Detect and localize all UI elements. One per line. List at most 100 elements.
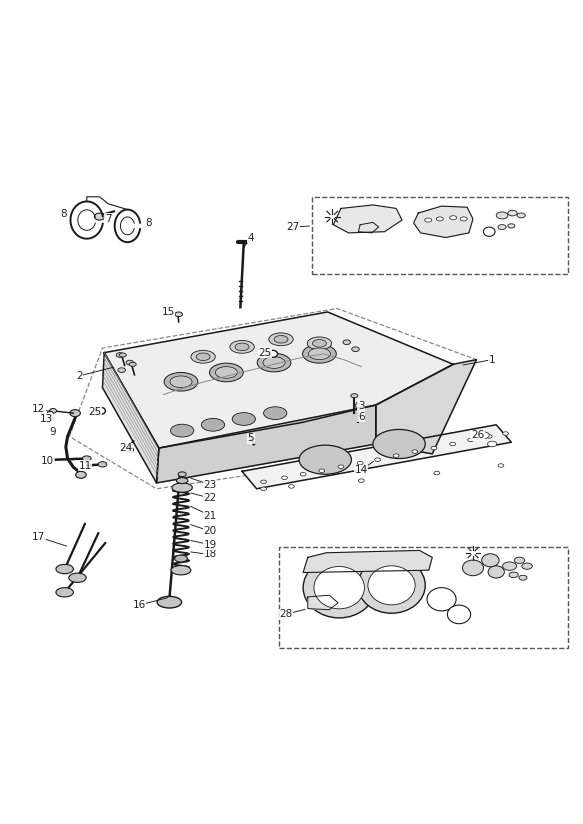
Ellipse shape	[116, 353, 124, 358]
Ellipse shape	[359, 479, 364, 482]
Ellipse shape	[498, 464, 504, 467]
Text: 3: 3	[358, 401, 364, 411]
Ellipse shape	[264, 407, 287, 419]
Ellipse shape	[230, 340, 254, 353]
Text: 20: 20	[203, 527, 217, 536]
Text: 1: 1	[489, 354, 496, 365]
Ellipse shape	[50, 409, 57, 413]
Text: 11: 11	[78, 461, 92, 471]
Ellipse shape	[307, 337, 332, 349]
Text: 26: 26	[471, 430, 484, 440]
Text: 2: 2	[76, 371, 83, 381]
Ellipse shape	[412, 450, 417, 453]
Ellipse shape	[170, 424, 194, 437]
Ellipse shape	[69, 574, 86, 583]
Ellipse shape	[269, 333, 293, 346]
Ellipse shape	[514, 557, 525, 564]
Ellipse shape	[338, 465, 344, 468]
Text: 8: 8	[146, 218, 152, 228]
Ellipse shape	[201, 419, 224, 431]
Ellipse shape	[355, 404, 362, 408]
Text: 10: 10	[41, 456, 54, 466]
Text: 24: 24	[119, 443, 132, 453]
Ellipse shape	[358, 557, 425, 613]
Ellipse shape	[357, 461, 363, 465]
Ellipse shape	[308, 348, 331, 359]
Ellipse shape	[172, 483, 192, 492]
Ellipse shape	[482, 554, 499, 567]
Ellipse shape	[56, 564, 73, 574]
Polygon shape	[376, 359, 476, 454]
Ellipse shape	[47, 411, 53, 415]
Polygon shape	[157, 405, 376, 483]
Ellipse shape	[176, 478, 188, 484]
Text: 15: 15	[161, 307, 175, 317]
Ellipse shape	[126, 447, 134, 452]
Ellipse shape	[434, 471, 440, 475]
Ellipse shape	[261, 480, 266, 484]
Ellipse shape	[174, 555, 187, 562]
Text: 16: 16	[132, 600, 146, 610]
Ellipse shape	[496, 212, 508, 219]
Ellipse shape	[96, 407, 106, 414]
Ellipse shape	[94, 213, 105, 220]
Polygon shape	[413, 206, 473, 237]
Ellipse shape	[129, 363, 136, 367]
Ellipse shape	[268, 350, 278, 358]
Ellipse shape	[76, 471, 86, 478]
Ellipse shape	[170, 376, 192, 387]
Ellipse shape	[300, 472, 306, 476]
Ellipse shape	[343, 339, 350, 344]
Ellipse shape	[508, 224, 515, 228]
Text: 25: 25	[259, 348, 272, 358]
Ellipse shape	[486, 435, 492, 438]
Ellipse shape	[477, 432, 489, 438]
Ellipse shape	[235, 343, 249, 351]
Ellipse shape	[427, 588, 456, 611]
Ellipse shape	[157, 597, 181, 608]
Polygon shape	[359, 222, 379, 233]
Text: 13: 13	[40, 414, 52, 424]
Text: 17: 17	[32, 532, 45, 542]
Ellipse shape	[488, 566, 504, 578]
Polygon shape	[308, 595, 338, 610]
Ellipse shape	[394, 454, 399, 457]
Polygon shape	[103, 353, 159, 483]
Polygon shape	[333, 205, 402, 233]
Ellipse shape	[175, 312, 182, 316]
Ellipse shape	[314, 566, 364, 609]
Ellipse shape	[196, 353, 210, 361]
Text: 19: 19	[203, 540, 217, 550]
Ellipse shape	[503, 562, 517, 570]
Text: 4: 4	[247, 232, 254, 242]
Ellipse shape	[118, 368, 125, 372]
Ellipse shape	[517, 213, 525, 218]
Ellipse shape	[468, 438, 473, 442]
Ellipse shape	[209, 363, 243, 382]
Ellipse shape	[178, 472, 186, 476]
Ellipse shape	[522, 563, 532, 569]
Ellipse shape	[215, 367, 237, 378]
Ellipse shape	[232, 413, 255, 425]
Ellipse shape	[449, 216, 456, 220]
Ellipse shape	[368, 566, 415, 605]
Ellipse shape	[503, 432, 508, 435]
Text: 23: 23	[203, 480, 217, 489]
Ellipse shape	[274, 335, 288, 343]
Ellipse shape	[351, 394, 358, 398]
Ellipse shape	[56, 588, 73, 597]
Ellipse shape	[460, 217, 467, 221]
Text: 21: 21	[203, 511, 217, 521]
Polygon shape	[303, 550, 432, 573]
Ellipse shape	[120, 353, 127, 357]
Ellipse shape	[263, 357, 285, 368]
Ellipse shape	[303, 344, 336, 363]
Ellipse shape	[289, 485, 294, 488]
Ellipse shape	[191, 350, 215, 363]
Ellipse shape	[431, 447, 437, 450]
Text: 28: 28	[279, 610, 292, 620]
Text: 9: 9	[50, 428, 57, 438]
Ellipse shape	[98, 461, 107, 467]
Text: 5: 5	[247, 433, 254, 443]
Ellipse shape	[508, 210, 517, 216]
